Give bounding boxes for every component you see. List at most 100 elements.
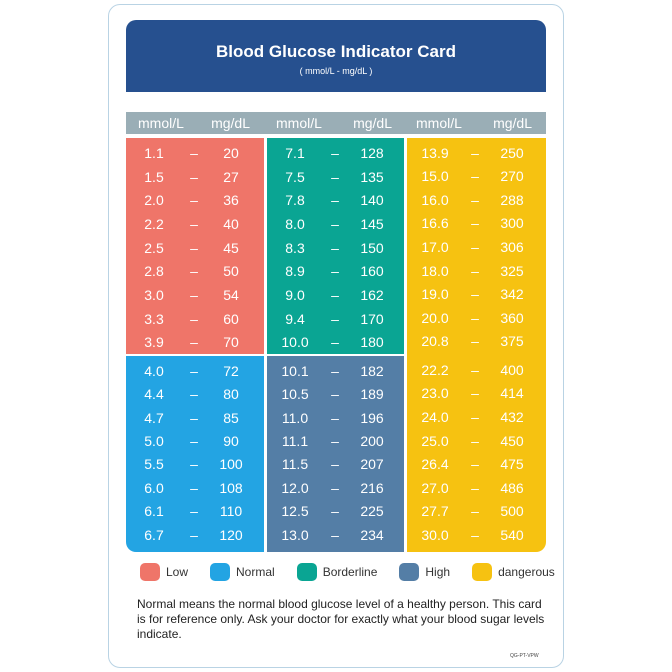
- mgdl-value: 200: [360, 433, 384, 450]
- table-row: 3.0 – 54: [126, 283, 264, 307]
- mgdl-value: 128: [360, 144, 384, 161]
- product-code: QG-PT-VPW: [510, 653, 539, 659]
- range-dash: –: [331, 409, 339, 426]
- range-dash: –: [190, 192, 198, 209]
- range-dash: –: [471, 432, 479, 449]
- reference-note: Normal means the normal blood glucose le…: [137, 597, 545, 641]
- range-dash: –: [471, 385, 479, 402]
- mgdl-value: 20: [223, 144, 239, 161]
- legend: Low Normal Borderline High dangerous: [140, 560, 555, 584]
- range-dash: –: [471, 191, 479, 208]
- column-header-mgdl: mg/dL: [493, 115, 532, 131]
- mmol-value: 10.1: [281, 362, 309, 379]
- table-row: 6.1 – 110: [126, 500, 264, 523]
- mgdl-value: 150: [360, 239, 384, 256]
- range-dash: –: [331, 144, 339, 161]
- table-row: 13.0 – 234: [267, 523, 404, 546]
- mmol-value: 3.0: [144, 286, 164, 303]
- legend-label: Borderline: [322, 565, 378, 579]
- range-block-borderline: 7.1–128 7.5–135 7.8–140 8.0–145 8.3–150 8.9–1…: [267, 138, 404, 354]
- table-row: 13.8–248: [267, 547, 404, 552]
- mmol-value: 30.0: [421, 526, 449, 543]
- range-dash: –: [190, 479, 198, 496]
- table-row: 6.7 – 120: [126, 523, 264, 546]
- mmol-value: 25.0: [421, 432, 449, 449]
- mmol-value: 7.0: [126, 550, 182, 552]
- mmol-value: 2.8: [144, 263, 164, 280]
- mgdl-value: 180: [360, 334, 384, 351]
- mgdl-value: 45: [223, 239, 239, 256]
- legend-item: Borderline: [296, 563, 378, 581]
- range-dash: –: [190, 168, 198, 185]
- column-header-mmol: mmol/L: [416, 115, 462, 131]
- range-dash: –: [471, 503, 479, 520]
- range-dash: –: [190, 503, 198, 520]
- mgdl-value: 375: [500, 333, 524, 350]
- column-header-group: mmol/L mg/dL: [406, 112, 546, 134]
- table-row: 20.8 – 375: [407, 330, 546, 354]
- mgdl-value: 120: [219, 526, 243, 543]
- mmol-value: 3.9: [144, 334, 164, 351]
- range-dash: –: [471, 408, 479, 425]
- range-dash: –: [471, 168, 479, 185]
- table-row: 8.3 – 150: [267, 236, 404, 260]
- table-row: 16.6 – 300: [407, 212, 546, 236]
- mmol-value: 12.0: [281, 479, 309, 496]
- table-row: 5.5 – 100: [126, 453, 264, 476]
- range-dash: –: [331, 526, 339, 543]
- range-block-normal: 4.0–72 4.4–80 4.7–85 5.0–90 5.5–100 6.0–108 6.…: [126, 356, 264, 552]
- range-dash: –: [471, 361, 479, 378]
- table-row: 7.5 – 135: [267, 165, 404, 189]
- mmol-value: 2.0: [144, 192, 164, 209]
- mgdl-value: 70: [223, 334, 239, 351]
- card-title: Blood Glucose Indicator Card: [216, 42, 456, 61]
- mgdl-value: 248: [347, 550, 397, 552]
- table-row: 9.0 – 162: [267, 283, 404, 307]
- mgdl-value: 306: [500, 239, 524, 256]
- column-header-group: mmol/L mg/dL: [126, 112, 266, 134]
- mmol-value: 12.5: [281, 503, 309, 520]
- range-dash: –: [471, 144, 479, 161]
- legend-swatch: [210, 563, 231, 581]
- table-row: 18.0 – 325: [407, 259, 546, 283]
- card-header: Blood Glucose Indicator Card ( mmol/L - …: [126, 20, 546, 92]
- mmol-value: 13.9: [421, 144, 449, 161]
- mgdl-value: 325: [500, 262, 524, 279]
- table-row: 8.9 – 160: [267, 259, 404, 283]
- mmol-value: 7.5: [285, 168, 305, 185]
- range-dash: –: [471, 262, 479, 279]
- mgdl-value: 400: [500, 361, 524, 378]
- range-dash: –: [471, 239, 479, 256]
- legend-item: dangerous: [472, 563, 555, 581]
- table-row: 22.2 – 400: [407, 358, 546, 382]
- mmol-value: 10.5: [281, 386, 309, 403]
- mgdl-value: 270: [500, 168, 524, 185]
- range-dash: –: [471, 333, 479, 350]
- table-row: 11.1 – 200: [267, 429, 404, 452]
- table-row: 20.0 – 360: [407, 306, 546, 330]
- range-dash: –: [331, 362, 339, 379]
- mgdl-value: 225: [360, 503, 384, 520]
- mmol-value: 18.0: [421, 262, 449, 279]
- mgdl-value: 360: [500, 309, 524, 326]
- mmol-value: 33.3: [407, 550, 463, 552]
- range-dash: –: [190, 215, 198, 232]
- mmol-value: 6.7: [144, 526, 164, 543]
- mmol-value: 15.0: [421, 168, 449, 185]
- mgdl-value: 182: [360, 362, 384, 379]
- mmol-value: 7.1: [285, 144, 305, 161]
- legend-item: High: [399, 563, 450, 581]
- mgdl-value: 432: [500, 408, 524, 425]
- mgdl-value: 500: [500, 503, 524, 520]
- range-dash: –: [182, 550, 206, 552]
- table-row: 2.5 – 45: [126, 236, 264, 260]
- range-dash: –: [323, 550, 347, 552]
- table-row: 4.7 – 85: [126, 406, 264, 429]
- mmol-value: 2.5: [144, 239, 164, 256]
- range-dash: –: [331, 503, 339, 520]
- mgdl-value: 110: [219, 503, 243, 520]
- mgdl-value: 50: [223, 263, 239, 280]
- mgdl-value: 140: [360, 192, 384, 209]
- range-dash: –: [190, 526, 198, 543]
- mgdl-value: 80: [223, 386, 239, 403]
